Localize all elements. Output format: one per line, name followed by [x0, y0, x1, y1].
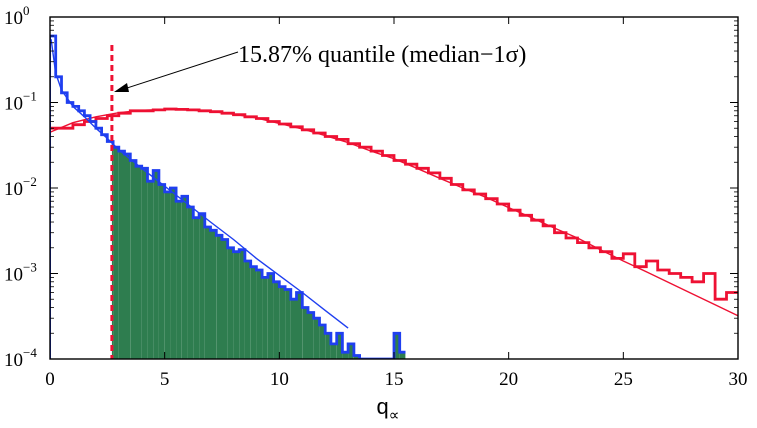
tail-fill-bin	[199, 213, 205, 359]
tail-fill-bin	[210, 230, 217, 359]
y-tick-label: 10−3	[4, 260, 37, 286]
tail-fill-bin	[290, 299, 297, 359]
tail-fill-bin	[342, 352, 349, 359]
y-tick-label: 100	[4, 3, 30, 29]
x-axis-label-subscript: ∝	[389, 407, 400, 424]
x-tick-label: 20	[499, 369, 518, 390]
annotation-arrow-line	[123, 51, 239, 90]
annotation-arrow-head	[114, 83, 129, 92]
annotation-text: 15.87% quantile (median−1σ)	[238, 42, 526, 68]
tail-fill-bin	[227, 247, 234, 359]
x-tick-label: 10	[270, 369, 289, 390]
tail-fill-bin	[153, 170, 159, 359]
quantile-annotation: 15.87% quantile (median−1σ)	[114, 42, 526, 92]
tail-fill-bin	[262, 277, 268, 359]
tail-fill-bin	[256, 270, 263, 359]
y-tick-label-exponent: −3	[23, 260, 37, 275]
tail-fill-bin	[302, 307, 308, 359]
plot-area	[50, 34, 738, 359]
tail-fill-bin	[118, 151, 125, 359]
x-tick-label: 30	[729, 369, 748, 390]
x-tick-label: 0	[45, 369, 55, 390]
fill-layer	[111, 141, 406, 359]
tail-fill-bin	[158, 184, 165, 359]
tail-fill-bin	[164, 191, 171, 359]
tail-fill-bin	[244, 261, 251, 359]
x-axis-label: q∝	[377, 394, 400, 424]
red-layer	[50, 107, 738, 359]
y-tick-label-exponent: 0	[23, 3, 30, 18]
tail-fill-bin	[285, 289, 291, 359]
tail-fill-bin	[170, 188, 177, 359]
tail-fill-bin	[239, 249, 245, 359]
y-tick-label-exponent: −2	[23, 174, 37, 189]
tail-fill-bin	[176, 201, 182, 359]
y-tick-label: 10−4	[4, 345, 37, 371]
tail-fill-bin	[113, 147, 119, 359]
tail-fill-bin	[204, 227, 211, 359]
x-tick-label: 25	[614, 369, 633, 390]
curve-red	[50, 108, 738, 317]
tail-fill-bin	[399, 352, 406, 359]
tail-fill-bin	[325, 333, 331, 359]
y-tick-label: 10−2	[4, 174, 37, 200]
y-tick-label-exponent: −1	[23, 89, 37, 104]
tail-fill-bin	[233, 251, 240, 359]
tail-fill-bin	[308, 312, 314, 359]
tail-fill-bin	[181, 196, 188, 359]
tail-fill-bin	[222, 239, 228, 359]
tail-fill-bin	[193, 217, 199, 359]
curve-blue	[50, 39, 349, 329]
tail-fill-bin	[216, 235, 222, 359]
tail-fill-bin	[147, 181, 154, 359]
x-axis-ticks: 0 5 10 15 20 25 30	[45, 17, 748, 390]
tail-fill-bin	[267, 273, 274, 359]
tail-fill-bin	[136, 166, 142, 359]
tail-fill-bin	[296, 292, 303, 359]
y-tick-label-base: 10	[4, 94, 23, 115]
x-tick-label: 15	[385, 369, 404, 390]
tail-fill-bin	[330, 343, 337, 359]
tail-fill-bin	[353, 355, 360, 359]
tail-fill-bin	[250, 266, 257, 359]
y-tick-label-base: 10	[4, 265, 23, 286]
x-axis-label-main: q	[377, 394, 389, 419]
tail-fill-bin	[187, 207, 194, 359]
y-tick-label-base: 10	[4, 350, 23, 371]
y-tick-label-base: 10	[4, 8, 23, 29]
y-tick-label-base: 10	[4, 179, 23, 200]
x-tick-label: 5	[160, 369, 170, 390]
tail-fill-bin	[273, 281, 280, 359]
y-tick-label-exponent: −4	[23, 345, 37, 360]
tail-fill-bin	[313, 318, 320, 359]
tail-fill-bin	[141, 168, 148, 359]
tail-fill-bin	[124, 154, 131, 359]
tail-fill-bin	[336, 333, 343, 359]
blue-layer	[50, 34, 406, 359]
tail-fill-bin	[279, 286, 285, 359]
tail-fill-bin	[394, 333, 400, 359]
tail-fill-bin	[130, 160, 136, 359]
tail-fill-bin	[348, 343, 354, 359]
tail-fill-bin	[319, 325, 326, 359]
y-tick-label: 10−1	[4, 89, 37, 115]
